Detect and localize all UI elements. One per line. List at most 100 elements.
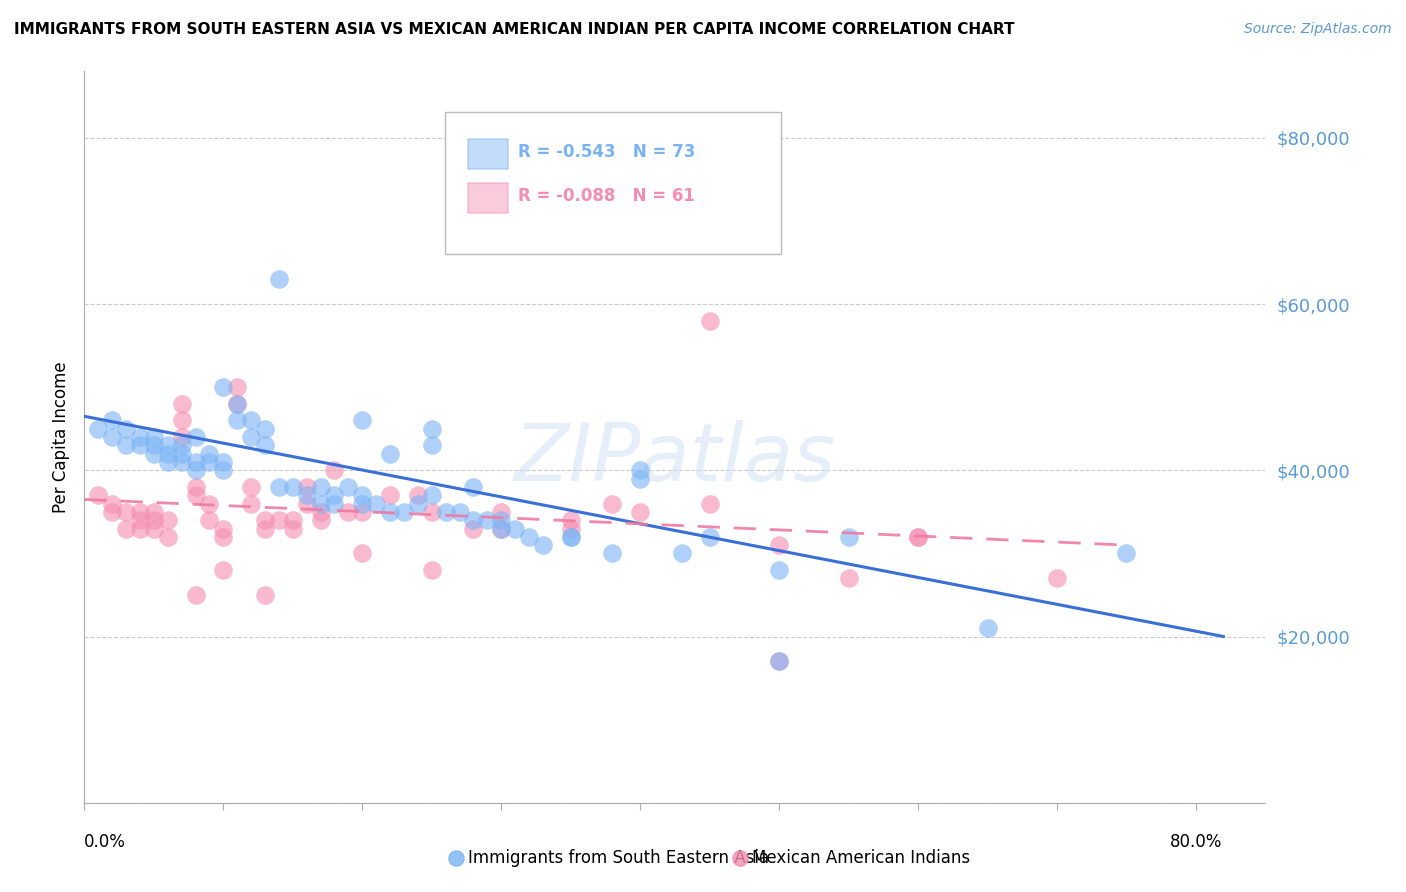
Point xyxy=(560,521,582,535)
Point xyxy=(489,521,512,535)
Point xyxy=(352,497,374,511)
Point xyxy=(253,521,276,535)
Point xyxy=(170,430,193,444)
Point xyxy=(628,463,651,477)
Point xyxy=(115,521,138,535)
Point xyxy=(226,397,249,411)
Point xyxy=(253,588,276,602)
Point xyxy=(253,438,276,452)
Point xyxy=(531,538,554,552)
Point xyxy=(602,546,624,560)
Point xyxy=(844,796,866,810)
Point xyxy=(323,497,346,511)
Point xyxy=(156,513,179,527)
Point xyxy=(170,455,193,469)
Point xyxy=(184,480,207,494)
Point xyxy=(352,413,374,427)
Point xyxy=(212,521,235,535)
Text: R = -0.543   N = 73: R = -0.543 N = 73 xyxy=(517,143,695,161)
Point xyxy=(463,513,485,527)
Point xyxy=(406,488,429,502)
Point xyxy=(352,546,374,560)
Point xyxy=(101,413,124,427)
Point xyxy=(392,505,415,519)
Point xyxy=(323,488,346,502)
Point xyxy=(517,530,540,544)
Point xyxy=(115,438,138,452)
Point xyxy=(267,513,290,527)
Point xyxy=(337,480,360,494)
Point xyxy=(212,463,235,477)
Text: Immigrants from South Eastern Asia: Immigrants from South Eastern Asia xyxy=(468,848,769,867)
Point xyxy=(323,463,346,477)
Point xyxy=(240,413,263,427)
Point xyxy=(184,588,207,602)
Point xyxy=(184,430,207,444)
Point xyxy=(87,488,110,502)
Point xyxy=(212,455,235,469)
Point xyxy=(768,655,790,669)
Point xyxy=(281,480,304,494)
Point xyxy=(295,480,318,494)
Point xyxy=(309,497,332,511)
Point xyxy=(699,314,721,328)
Point xyxy=(142,438,165,452)
Point xyxy=(240,497,263,511)
Point xyxy=(240,430,263,444)
Point xyxy=(768,655,790,669)
Point xyxy=(129,513,152,527)
Point xyxy=(295,497,318,511)
Point xyxy=(420,488,443,502)
Point xyxy=(699,530,721,544)
Point xyxy=(101,497,124,511)
Point xyxy=(503,521,526,535)
Point xyxy=(253,422,276,436)
Point xyxy=(156,455,179,469)
Point xyxy=(156,447,179,461)
Point xyxy=(378,488,401,502)
Point xyxy=(170,413,193,427)
Point xyxy=(434,505,457,519)
Point xyxy=(352,488,374,502)
Point xyxy=(420,422,443,436)
Point xyxy=(602,497,624,511)
Point xyxy=(976,621,998,635)
Point xyxy=(129,521,152,535)
Point xyxy=(281,521,304,535)
Point xyxy=(560,513,582,527)
Point xyxy=(198,513,221,527)
Point xyxy=(628,472,651,486)
Point xyxy=(240,480,263,494)
Point xyxy=(170,397,193,411)
Point xyxy=(170,438,193,452)
FancyBboxPatch shape xyxy=(468,138,509,169)
Point xyxy=(156,530,179,544)
Point xyxy=(226,413,249,427)
Point xyxy=(142,447,165,461)
Point xyxy=(352,505,374,519)
Point xyxy=(510,796,533,810)
Point xyxy=(378,447,401,461)
Point xyxy=(142,513,165,527)
Point xyxy=(142,430,165,444)
Point xyxy=(768,538,790,552)
Point xyxy=(142,505,165,519)
Point xyxy=(477,513,499,527)
Point xyxy=(449,505,471,519)
Text: 0.0%: 0.0% xyxy=(84,833,127,851)
Point xyxy=(295,488,318,502)
Point xyxy=(1115,546,1137,560)
Point xyxy=(768,563,790,577)
Point xyxy=(184,455,207,469)
Point xyxy=(406,497,429,511)
Point xyxy=(115,505,138,519)
Point xyxy=(226,380,249,394)
Point xyxy=(628,505,651,519)
Point xyxy=(281,513,304,527)
Y-axis label: Per Capita Income: Per Capita Income xyxy=(52,361,70,513)
Point xyxy=(115,422,138,436)
Point xyxy=(907,530,929,544)
Point xyxy=(1046,571,1069,585)
Point xyxy=(489,513,512,527)
Text: 80.0%: 80.0% xyxy=(1170,833,1222,851)
